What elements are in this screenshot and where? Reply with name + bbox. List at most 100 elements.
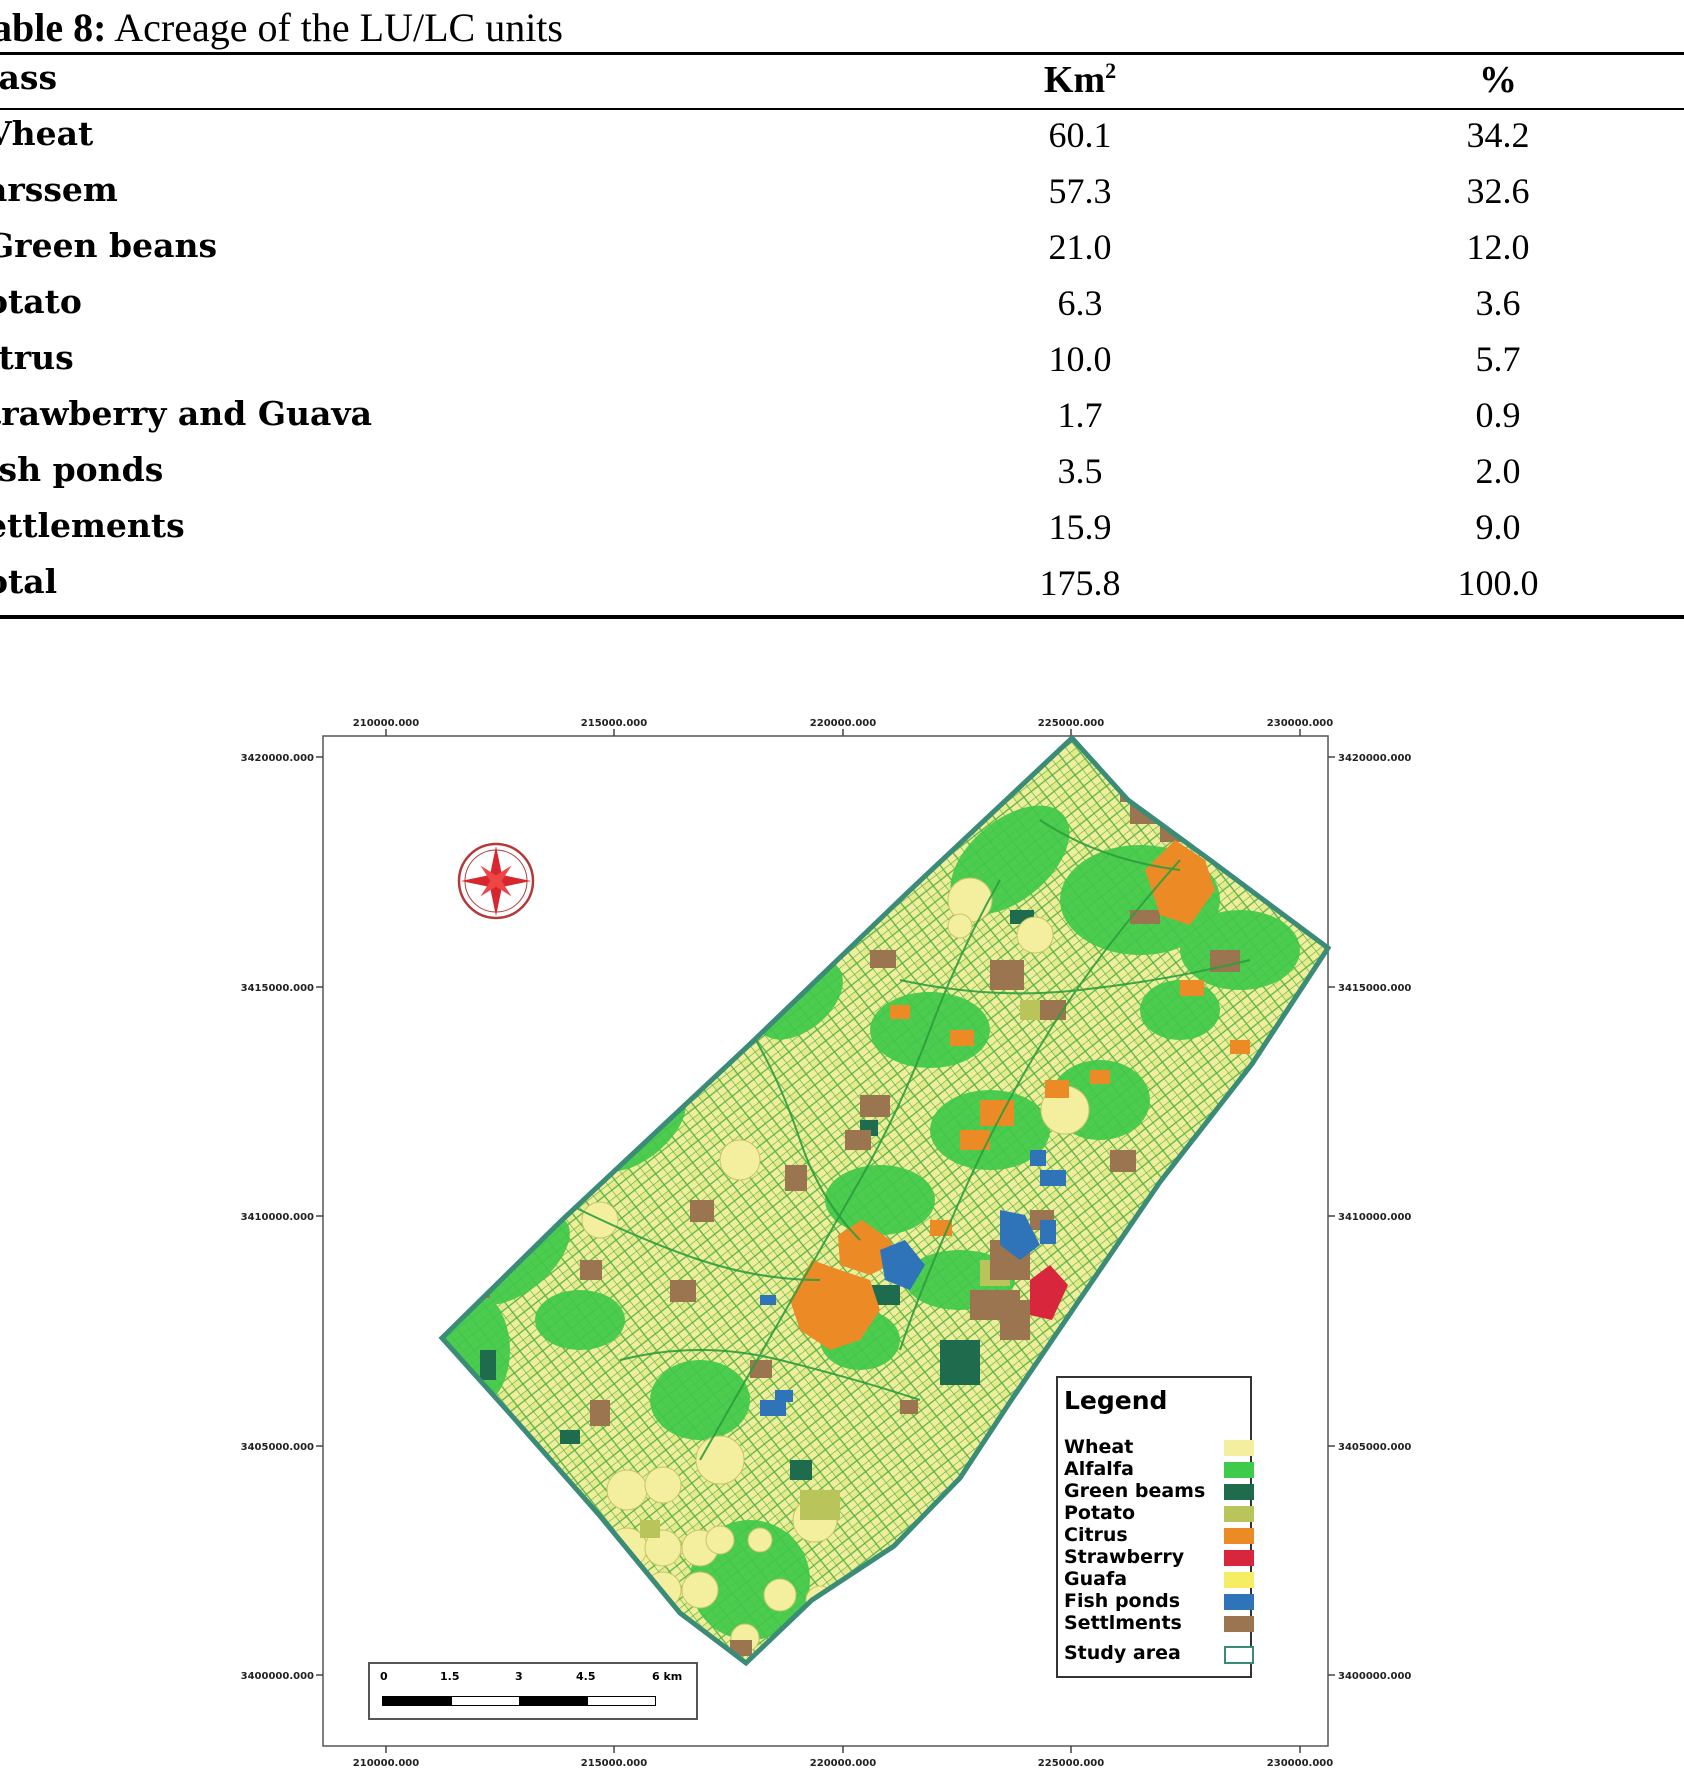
legend-swatch <box>1224 1440 1254 1456</box>
scale-segment <box>587 1696 656 1706</box>
cell-pct: 100.0 <box>1457 563 1539 603</box>
cell-class: itrus <box>0 338 74 377</box>
y-tick-label: 3405000.000 <box>241 1442 314 1453</box>
scale-segment <box>382 1696 452 1706</box>
cell-class: otal <box>0 562 58 601</box>
legend-swatch <box>1224 1528 1254 1544</box>
legend-label: Settlments <box>1064 1612 1182 1634</box>
y-tick-labels-right: 3420000.000 3415000.000 3410000.000 3405… <box>1338 753 1411 1682</box>
scale-label: 1.5 <box>440 1670 460 1683</box>
x-tick-label: 210000.000 <box>353 718 419 729</box>
cell-km: 6.3 <box>1057 283 1103 323</box>
legend-label: Potato <box>1064 1502 1136 1524</box>
legend-label: Fish ponds <box>1064 1590 1181 1612</box>
cell-km: 10.0 <box>1048 339 1112 379</box>
cell-class: ish ponds <box>0 450 164 489</box>
legend-item-guafa: Guafa <box>1064 1568 1254 1590</box>
x-tick-label: 215000.000 <box>581 718 647 729</box>
map-legend: Legend Wheat Alfalfa Green beams Potato … <box>1056 1376 1254 1678</box>
x-tick-label: 225000.000 <box>1038 718 1104 729</box>
cell-km: 60.1 <box>1048 115 1112 155</box>
map-ticks <box>316 729 1335 1753</box>
cell-class: otato <box>0 282 82 321</box>
map-frame <box>322 735 1329 1747</box>
legend-label: Guafa <box>1064 1568 1128 1590</box>
cell-pct: 0.9 <box>1475 395 1521 435</box>
north-arrow-icon <box>457 842 535 920</box>
x-tick-label: 230000.000 <box>1267 1758 1333 1769</box>
header-pct: % <box>1479 59 1517 101</box>
cell-km: 1.7 <box>1057 395 1103 435</box>
legend-item-wheat: Wheat <box>1064 1436 1254 1458</box>
legend-swatch <box>1224 1506 1254 1522</box>
lulc-map: 210000.000 215000.000 220000.000 225000.… <box>0 700 1684 1784</box>
legend-swatch <box>1224 1572 1254 1588</box>
legend-title: Legend <box>1064 1386 1168 1415</box>
cell-class: Green beans <box>0 226 218 265</box>
legend-item-strawberry: Strawberry <box>1064 1546 1254 1568</box>
cell-pct: 5.7 <box>1475 339 1521 379</box>
legend-label: Green beams <box>1064 1480 1206 1502</box>
cell-km: 57.3 <box>1048 171 1112 211</box>
legend-item-green-beams: Green beams <box>1064 1480 1254 1502</box>
legend-item-alfalfa: Alfalfa <box>1064 1458 1254 1480</box>
y-tick-label: 3410000.000 <box>241 1212 314 1223</box>
scale-label: 0 <box>380 1670 388 1683</box>
y-tick-label: 3415000.000 <box>1338 983 1411 994</box>
y-tick-label: 3400000.000 <box>241 1671 314 1682</box>
y-tick-label: 3420000.000 <box>1338 753 1411 764</box>
x-tick-label: 220000.000 <box>810 1758 876 1769</box>
y-tick-labels-left: 3420000.000 3415000.000 3410000.000 3405… <box>241 753 314 1682</box>
caption-label: able 8: <box>0 5 107 50</box>
study-area-boundary <box>438 734 1332 1667</box>
legend-label: Citrus <box>1064 1524 1128 1546</box>
cell-pct: 34.2 <box>1466 115 1530 155</box>
scale-label: 3 <box>515 1670 523 1683</box>
legend-item-citrus: Citrus <box>1064 1524 1254 1546</box>
legend-label: Alfalfa <box>1064 1458 1134 1480</box>
cell-pct: 12.0 <box>1466 227 1530 267</box>
legend-swatch <box>1224 1484 1254 1500</box>
scale-segment <box>451 1696 520 1706</box>
legend-label: Strawberry <box>1064 1546 1185 1568</box>
table-caption: able 8: Acreage of the LU/LC units <box>0 4 563 51</box>
legend-swatch <box>1224 1646 1254 1664</box>
header-km: Km2 <box>1000 58 1160 102</box>
cell-pct: 2.0 <box>1475 451 1521 491</box>
header-class: lass <box>0 58 58 97</box>
table-top-rule <box>0 52 1684 55</box>
legend-swatch <box>1224 1550 1254 1566</box>
scale-segment <box>519 1696 588 1706</box>
y-tick-label: 3415000.000 <box>241 983 314 994</box>
cell-km: 21.0 <box>1048 227 1112 267</box>
x-tick-label: 215000.000 <box>581 1758 647 1769</box>
x-tick-labels-bottom: 210000.000 215000.000 220000.000 225000.… <box>353 1758 1333 1769</box>
cell-km: 3.5 <box>1057 451 1103 491</box>
y-tick-label: 3410000.000 <box>1338 1212 1411 1223</box>
legend-label: Study area <box>1064 1642 1181 1664</box>
cell-pct: 3.6 <box>1475 283 1521 323</box>
caption-text: Acreage of the LU/LC units <box>106 5 563 50</box>
legend-item-study-area: Study area <box>1064 1642 1254 1664</box>
x-tick-labels-top: 210000.000 215000.000 220000.000 225000.… <box>353 718 1333 729</box>
map-canvas: 210000.000 215000.000 220000.000 225000.… <box>241 718 1412 1769</box>
header-km-text: Km <box>1043 59 1106 101</box>
cell-km: 175.8 <box>1039 563 1121 603</box>
header-km-sup: 2 <box>1105 58 1117 83</box>
y-tick-label: 3420000.000 <box>241 753 314 764</box>
cell-class: arssem <box>0 170 118 209</box>
y-tick-label: 3405000.000 <box>1338 1442 1411 1453</box>
legend-item-fish-ponds: Fish ponds <box>1064 1590 1254 1612</box>
scale-label: 6 km <box>652 1670 683 1683</box>
legend-swatch <box>1224 1462 1254 1478</box>
legend-item-potato: Potato <box>1064 1502 1254 1524</box>
legend-swatch <box>1224 1594 1254 1610</box>
cell-pct: 9.0 <box>1475 507 1521 547</box>
cell-pct: 32.6 <box>1466 171 1530 211</box>
scale-label: 4.5 <box>576 1670 596 1683</box>
legend-item-settlments: Settlments <box>1064 1612 1254 1634</box>
x-tick-label: 225000.000 <box>1038 1758 1104 1769</box>
cell-class: trawberry and Guava <box>0 394 372 433</box>
x-tick-label: 230000.000 <box>1267 718 1333 729</box>
scale-bar: 0 1.5 3 4.5 6 km <box>368 1662 698 1720</box>
